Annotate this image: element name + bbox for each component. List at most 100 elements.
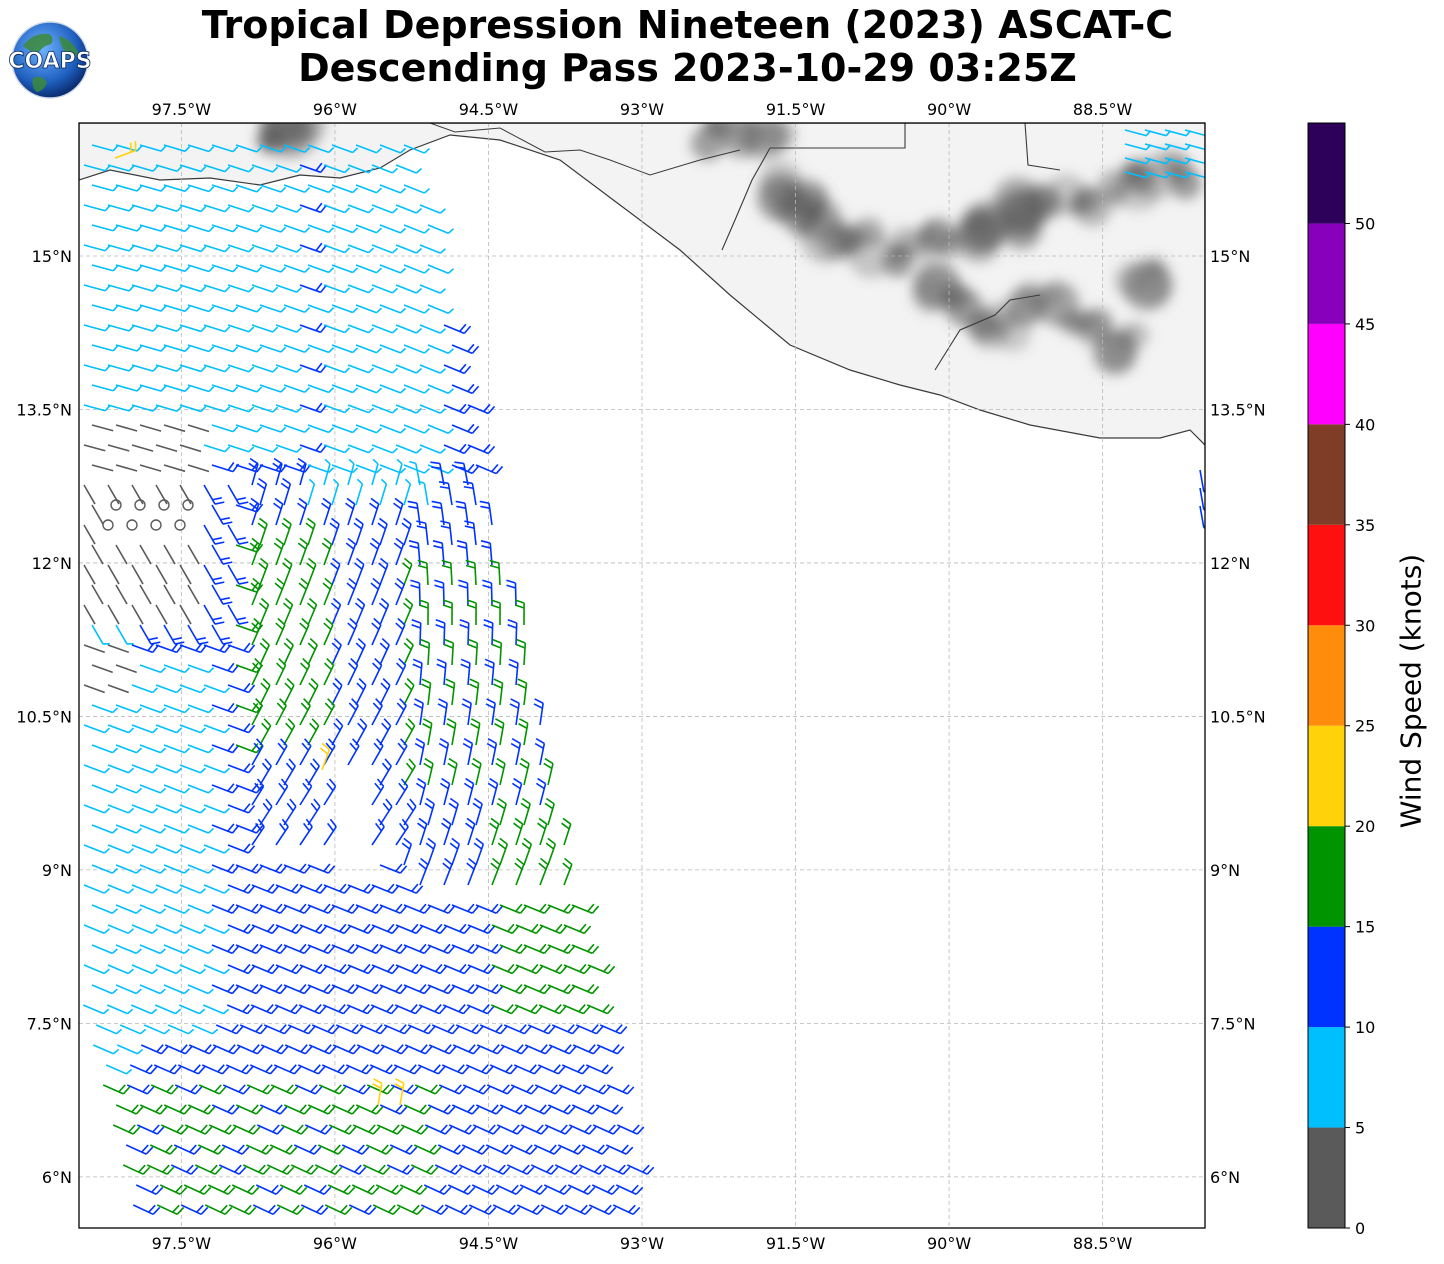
wind-barb [155, 444, 178, 453]
wind-barb [588, 1204, 617, 1216]
wind-barb [307, 758, 320, 786]
wind-barb [427, 344, 454, 354]
wind-barb [347, 444, 375, 454]
wind-barb [139, 704, 167, 714]
wind-barb [331, 718, 344, 746]
wind-barb [163, 224, 191, 233]
wind-barb [355, 718, 368, 746]
wind-barb [235, 304, 263, 313]
wind-barb [399, 1184, 428, 1195]
wind-barb [418, 1004, 447, 1015]
wind-barb [187, 584, 200, 605]
colorbar-label: Wind Speed (knots) [1395, 554, 1428, 828]
wind-barb [437, 698, 448, 726]
wind-barb [395, 923, 424, 935]
wind-barb [395, 324, 423, 334]
wind-barb [139, 824, 167, 834]
wind-barb [139, 144, 167, 152]
wind-barb [283, 637, 294, 666]
wind-barb [443, 443, 472, 455]
country-border-mexico-guatemala [721, 123, 906, 251]
wind-barb [187, 744, 215, 754]
wind-barb [218, 1164, 247, 1175]
country-border-belize [1024, 123, 1061, 171]
lon-tick-label: 90°W [927, 100, 971, 119]
wind-barb [510, 1084, 539, 1095]
wind-barb [211, 504, 233, 525]
wind-barb [519, 757, 530, 786]
wind-barb [167, 1024, 195, 1035]
wind-barb [211, 224, 239, 233]
wind-barb [235, 863, 264, 874]
wind-barb [225, 1064, 254, 1075]
wind-barb [296, 457, 307, 486]
wind-barb [423, 1184, 452, 1195]
wind-barb [203, 804, 231, 814]
wind-barb [402, 557, 413, 586]
wind-barb [83, 364, 111, 372]
wind-barb [491, 923, 520, 935]
wind-barb [524, 1044, 553, 1055]
wind-barb [547, 983, 576, 995]
wind-barb [82, 1004, 110, 1015]
wind-barb [160, 1124, 189, 1135]
wind-barb [371, 284, 399, 294]
wind-barb [307, 304, 335, 314]
wind-barb [251, 284, 279, 293]
wind-barb [211, 943, 240, 955]
wind-barb [179, 804, 207, 814]
wind-barb [395, 963, 424, 975]
wind-barb [497, 837, 509, 866]
wind-barb [371, 458, 379, 486]
wind-barb [179, 884, 206, 894]
wind-barb [115, 624, 134, 645]
wind-barb [132, 1204, 161, 1216]
wind-barb [444, 1204, 473, 1216]
wind-barb [107, 884, 134, 894]
wind-barb [307, 943, 336, 955]
coastline-gulf [429, 123, 741, 176]
wind-barb [227, 524, 249, 545]
wind-barb [179, 764, 207, 774]
wind-barb [323, 617, 334, 646]
wind-barb [155, 204, 183, 213]
wind-barb [403, 344, 430, 354]
wind-barb [466, 1004, 495, 1015]
calm-wind-marker [182, 499, 194, 511]
wind-barb [485, 698, 496, 726]
wind-barb [332, 1044, 361, 1055]
wind-barb [331, 344, 359, 354]
wind-barb [179, 364, 207, 373]
wind-barb [251, 738, 264, 766]
wind-barb [259, 264, 287, 273]
wind-barb [222, 1084, 251, 1095]
wind-barb [83, 844, 110, 854]
wind-barb [283, 1104, 312, 1115]
map-title: Tropical Depression Nineteen (2023) ASCA… [100, 4, 1275, 90]
wind-barb [482, 1164, 511, 1175]
wind-barb [1184, 143, 1205, 151]
wind-barb [275, 963, 304, 975]
wind-barb [365, 1144, 394, 1155]
wind-barb [403, 264, 430, 274]
wind-barb [434, 579, 445, 606]
wind-barb [509, 1144, 538, 1155]
wind-barb [410, 579, 421, 606]
wind-barb [275, 404, 303, 413]
wind-barb [379, 943, 408, 955]
wind-barb [139, 904, 166, 915]
wind-barb [227, 763, 256, 774]
elevation-blob [918, 217, 957, 255]
wind-barb [270, 1084, 299, 1095]
wind-barb [412, 658, 423, 686]
wind-barb [251, 963, 280, 975]
wind-barb [163, 584, 176, 605]
wind-barb [403, 903, 432, 915]
wind-barb [430, 461, 445, 486]
wind-barb [183, 1184, 212, 1195]
wind-barb [155, 924, 182, 935]
calm-wind-marker [174, 519, 186, 531]
wind-barb [370, 1004, 399, 1015]
wind-barb [346, 577, 357, 606]
wind-barb [284, 1044, 313, 1055]
